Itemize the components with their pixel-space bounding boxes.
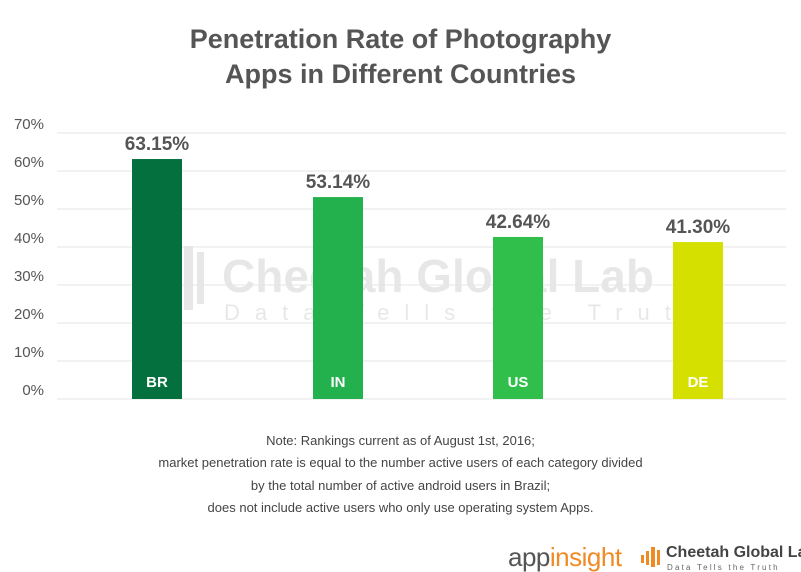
- bar-br: [132, 159, 182, 399]
- data-label-in: 53.14%: [306, 172, 371, 193]
- y-axis-ticks: 0% 10% 20% 30% 40% 50% 60% 70%: [14, 116, 44, 399]
- y-tick-label: 70%: [14, 116, 44, 133]
- chart-title: Penetration Rate of Photography Apps in …: [0, 22, 801, 92]
- category-label-de: DE: [688, 374, 709, 391]
- bar-us: [493, 236, 543, 399]
- chart-title-line-2: Apps in Different Countries: [224, 59, 576, 89]
- appinsight-logo: appinsight: [508, 543, 622, 571]
- footnote-line-2: market penetration rate is equal to the …: [158, 455, 643, 471]
- bars: 63.15% BR 53.14% IN 42.64% US 41.30% DE: [125, 134, 731, 399]
- y-tick-label: 30%: [14, 268, 44, 285]
- y-tick-label: 60%: [14, 154, 44, 171]
- footnote-line-1: Note: Rankings current as of August 1st,…: [266, 433, 535, 448]
- cheetah-logo-icon: [641, 547, 660, 567]
- bar-de: [673, 242, 723, 399]
- data-label-us: 42.64%: [486, 212, 551, 233]
- category-label-in: IN: [331, 374, 346, 391]
- y-tick-label: 10%: [14, 344, 44, 361]
- data-label-br: 63.15%: [125, 134, 190, 155]
- footnote-line-4: does not include active users who only u…: [207, 499, 594, 515]
- data-label-de: 41.30%: [666, 217, 731, 238]
- category-label-br: BR: [146, 374, 168, 391]
- bar-in: [313, 197, 363, 399]
- watermark-tagline: Data Tells the Truth: [224, 300, 713, 325]
- cheetah-logo-name: Cheetah Global Lab: [666, 544, 801, 561]
- footnote: Note: Rankings current as of August 1st,…: [0, 430, 801, 519]
- y-tick-label: 40%: [14, 230, 44, 247]
- y-tick-label: 20%: [14, 306, 44, 323]
- bar-chart: Cheetah Global Lab Data Tells the Truth …: [14, 116, 786, 400]
- footnote-line-3: by the total number of active android us…: [250, 477, 551, 493]
- category-label-us: US: [508, 374, 529, 391]
- y-tick-label: 0%: [22, 382, 44, 399]
- watermark: Cheetah Global Lab Data Tells the Truth: [148, 246, 713, 325]
- y-tick-label: 50%: [14, 192, 44, 209]
- watermark-name: Cheetah Global Lab: [222, 250, 654, 302]
- cheetah-logo-tagline: Data Tells the Truth: [667, 563, 780, 572]
- appinsight-logo-part-1: app: [508, 542, 550, 572]
- appinsight-logo-part-2: insight: [549, 542, 622, 572]
- chart-title-line-1: Penetration Rate of Photography: [189, 24, 612, 54]
